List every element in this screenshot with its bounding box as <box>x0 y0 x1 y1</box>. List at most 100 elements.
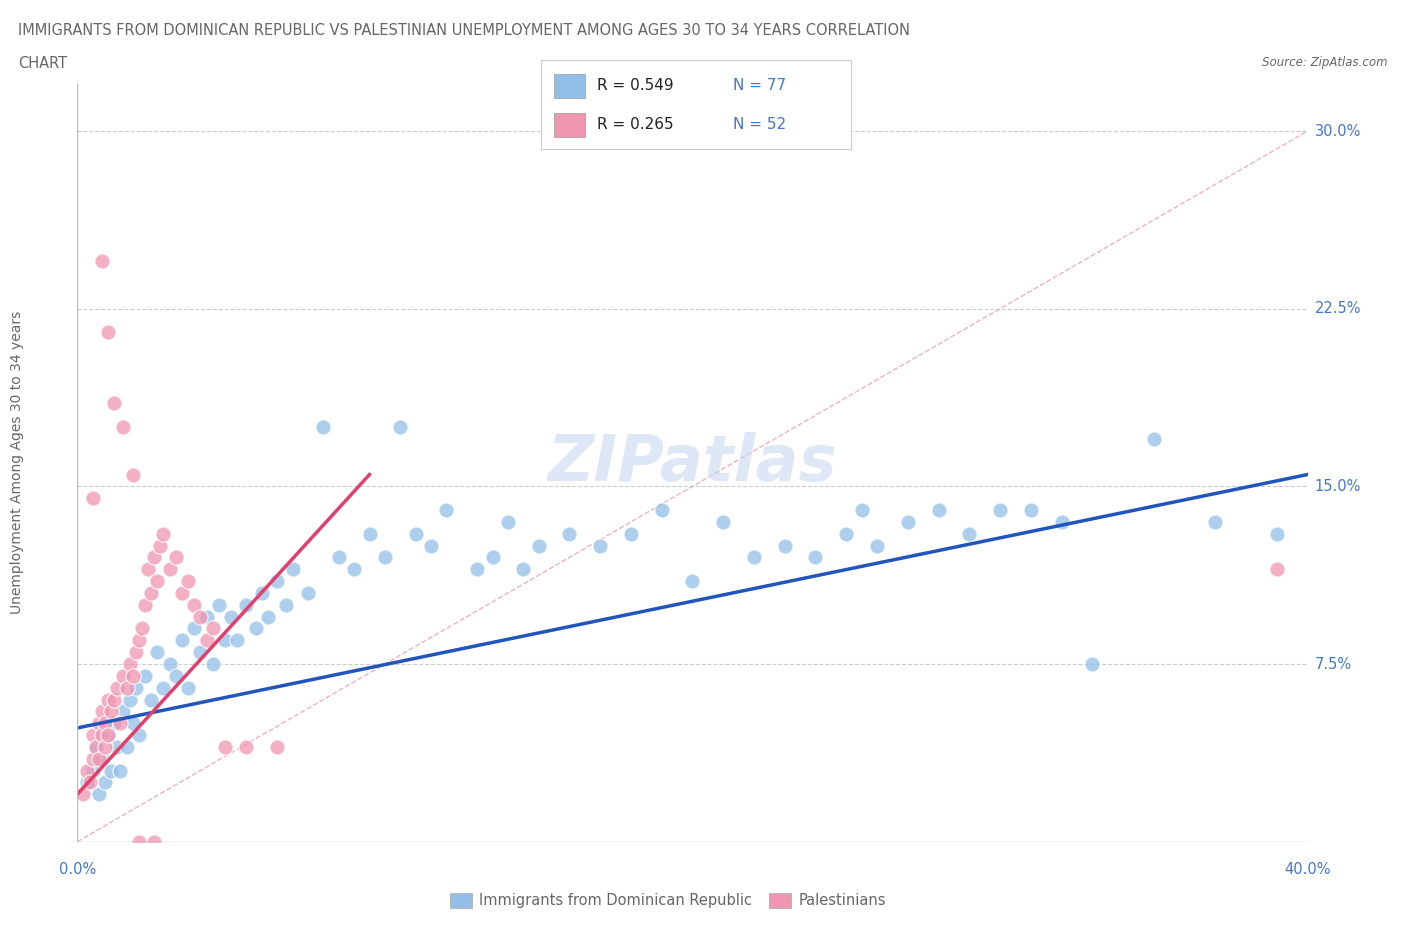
Point <box>420 538 443 553</box>
Point <box>465 562 488 577</box>
Point <box>219 609 242 624</box>
Point <box>136 562 159 577</box>
Point <box>146 574 169 589</box>
Point <box>1204 514 1226 529</box>
Point <box>103 396 125 411</box>
Text: N = 77: N = 77 <box>733 78 786 93</box>
Point <box>436 502 458 517</box>
Point <box>121 467 143 482</box>
Point <box>250 586 273 601</box>
Point <box>389 419 412 434</box>
Point <box>94 739 117 754</box>
Point <box>90 254 114 269</box>
Point <box>82 727 104 742</box>
Point <box>177 680 200 695</box>
Text: 40.0%: 40.0% <box>1284 862 1331 877</box>
Point <box>183 621 205 636</box>
Point <box>90 704 114 719</box>
Point <box>512 562 534 577</box>
Text: 30.0%: 30.0% <box>1315 124 1361 139</box>
Point <box>1265 562 1288 577</box>
Point <box>100 704 122 719</box>
Point <box>773 538 796 553</box>
Point <box>276 597 298 612</box>
Point <box>112 669 135 684</box>
Point <box>235 739 257 754</box>
Point <box>866 538 889 553</box>
Point <box>103 692 125 707</box>
Point <box>195 609 218 624</box>
Point <box>312 419 335 434</box>
Bar <box>554 73 585 99</box>
Point <box>97 692 120 707</box>
Point <box>928 502 950 517</box>
Text: Source: ZipAtlas.com: Source: ZipAtlas.com <box>1263 56 1388 69</box>
Point <box>988 502 1011 517</box>
Point <box>620 526 643 541</box>
Point <box>297 586 319 601</box>
Point <box>112 419 135 434</box>
Point <box>97 325 120 339</box>
Point <box>851 502 873 517</box>
Point <box>183 597 205 612</box>
Point <box>143 550 166 565</box>
Point <box>201 621 224 636</box>
Point <box>94 775 117 790</box>
Point <box>682 574 704 589</box>
Point <box>804 550 827 565</box>
Point <box>82 751 104 766</box>
Point <box>835 526 858 541</box>
Point <box>115 680 138 695</box>
Point <box>141 692 163 707</box>
Text: R = 0.265: R = 0.265 <box>598 116 673 131</box>
Point <box>90 751 114 766</box>
Point <box>711 514 734 529</box>
Text: N = 52: N = 52 <box>733 116 786 131</box>
Point <box>1019 502 1042 517</box>
Point <box>141 586 163 601</box>
Point <box>149 538 172 553</box>
Text: Unemployment Among Ages 30 to 34 years: Unemployment Among Ages 30 to 34 years <box>10 311 24 615</box>
Point <box>405 526 427 541</box>
Point <box>195 633 218 648</box>
Text: 22.5%: 22.5% <box>1315 301 1361 316</box>
Point <box>87 751 110 766</box>
Point <box>343 562 366 577</box>
Point <box>128 633 150 648</box>
Point <box>1050 514 1073 529</box>
Point <box>84 739 107 754</box>
Point <box>84 739 107 754</box>
Point <box>558 526 581 541</box>
Point <box>235 597 257 612</box>
Point <box>103 716 125 731</box>
Point <box>125 644 148 659</box>
Point <box>188 644 212 659</box>
Point <box>208 597 231 612</box>
Point <box>90 727 114 742</box>
Text: 7.5%: 7.5% <box>1315 657 1351 671</box>
Point <box>651 502 673 517</box>
Point <box>79 775 101 790</box>
Point <box>159 562 181 577</box>
Text: 0.0%: 0.0% <box>59 862 96 877</box>
Point <box>82 491 104 506</box>
Point <box>105 739 128 754</box>
Point <box>165 669 187 684</box>
Point <box>146 644 169 659</box>
Point <box>214 633 236 648</box>
Point <box>121 669 143 684</box>
Point <box>76 764 98 778</box>
Point <box>97 727 120 742</box>
Point <box>589 538 612 553</box>
Point <box>170 586 193 601</box>
Point <box>170 633 193 648</box>
Bar <box>554 113 585 138</box>
Point <box>481 550 503 565</box>
Point <box>496 514 519 529</box>
Point <box>110 716 132 731</box>
Text: ZIPatlas: ZIPatlas <box>548 432 837 494</box>
Legend: Immigrants from Dominican Republic, Palestinians: Immigrants from Dominican Republic, Pale… <box>444 887 891 914</box>
Point <box>128 834 150 849</box>
Point <box>134 669 156 684</box>
Point <box>266 574 288 589</box>
